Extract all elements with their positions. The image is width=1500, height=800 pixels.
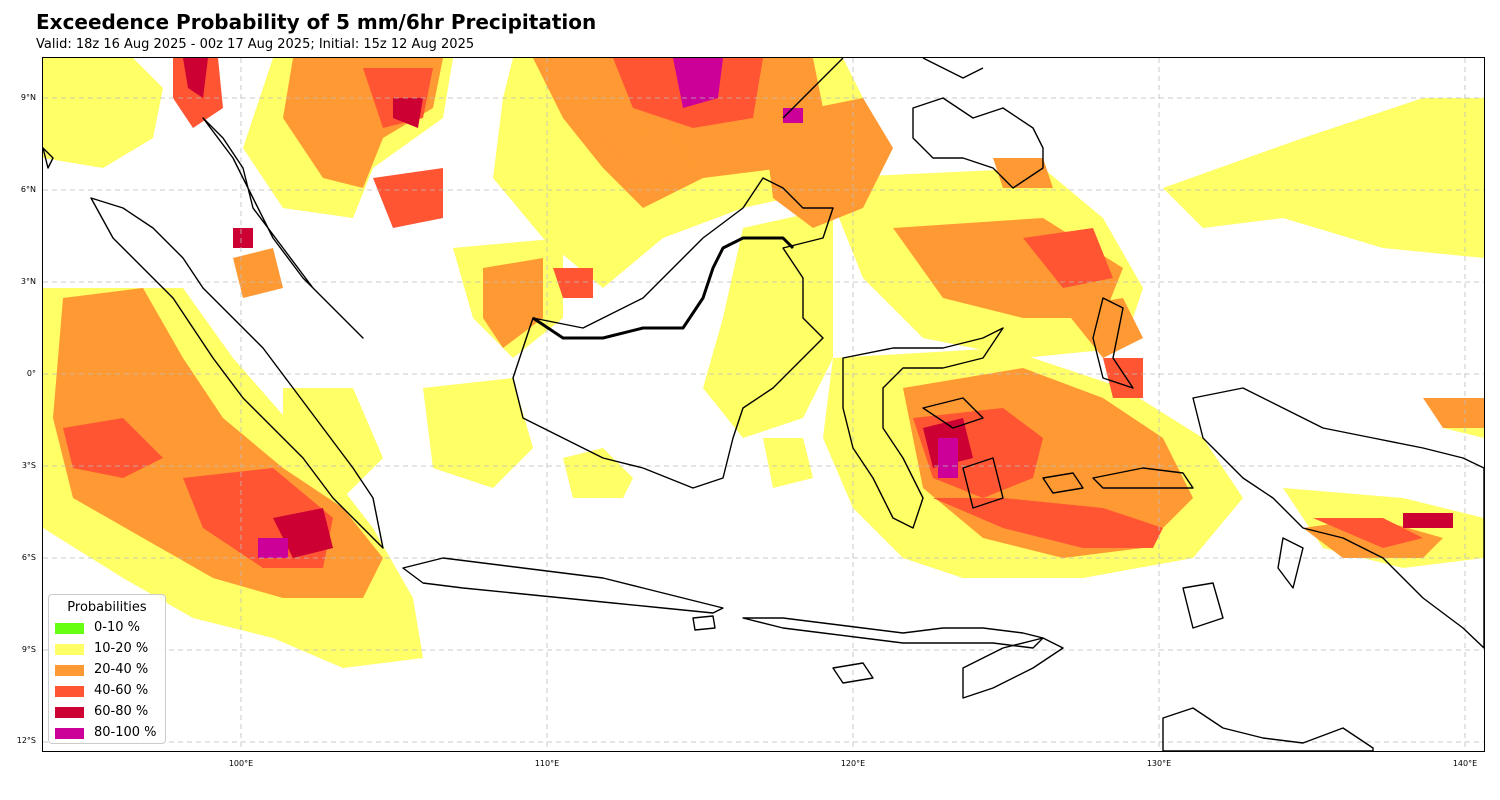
legend-swatch — [55, 707, 84, 718]
legend-swatch — [55, 686, 84, 697]
prob-20-40-regions — [53, 58, 1484, 598]
borneo-border — [532, 236, 795, 340]
lat-tick-label: 3°S — [21, 461, 36, 470]
lat-tick-label: 3°N — [20, 277, 36, 286]
lat-tick-label: 9°N — [20, 93, 36, 102]
philippines-coast — [912, 97, 1044, 189]
lesser-sunda-coast — [742, 617, 1044, 649]
legend-swatch — [55, 623, 84, 634]
lon-tick-label: 120°E — [840, 759, 866, 768]
malay-peninsula-coast — [202, 117, 364, 339]
legend-label: 40-60 % — [94, 683, 149, 698]
timor-coast — [962, 637, 1064, 699]
lon-tick-label: 130°E — [1146, 759, 1172, 768]
lat-tick-label: 12°S — [16, 736, 36, 745]
legend-swatch — [55, 644, 84, 655]
chart-subtitle: Valid: 18z 16 Aug 2025 - 00z 17 Aug 2025… — [36, 37, 475, 52]
map-panel[interactable] — [42, 57, 1485, 752]
prob-80-100-regions — [258, 58, 958, 558]
legend-label: 10-20 % — [94, 641, 149, 656]
legend-label: 60-80 % — [94, 704, 149, 719]
map-canvas — [43, 58, 1484, 751]
legend: Probabilities 0-10 % 10-20 % 20-40 % 40-… — [48, 594, 166, 744]
legend-label: 0-10 % — [94, 620, 140, 635]
seram-coast — [1092, 467, 1194, 489]
lon-tick-label: 100°E — [228, 759, 254, 768]
lat-tick-label: 6°N — [20, 185, 36, 194]
legend-label: 20-40 % — [94, 662, 149, 677]
lat-tick-label: 0° — [26, 369, 36, 378]
legend-swatch — [55, 665, 84, 676]
lat-tick-label: 6°S — [21, 553, 36, 562]
chart-title: Exceedence Probability of 5 mm/6hr Preci… — [36, 10, 597, 34]
borneo-coast — [512, 177, 834, 489]
lon-tick-label: 110°E — [534, 759, 560, 768]
new-guinea-coast — [1192, 387, 1484, 649]
gridlines — [43, 58, 1484, 751]
lon-tick-label: 140°E — [1452, 759, 1478, 768]
java-coast — [402, 557, 724, 614]
lat-tick-label: 9°S — [21, 645, 36, 654]
legend-title: Probabilities — [67, 600, 147, 615]
halmahera-coast — [1092, 297, 1134, 389]
probability-fields — [43, 58, 1484, 668]
legend-swatch — [55, 728, 84, 739]
australia-coast — [1162, 707, 1374, 751]
legend-label: 80-100 % — [94, 725, 157, 740]
sulawesi-coast — [842, 327, 1004, 529]
coastlines — [43, 58, 1484, 751]
sumatra-coast — [90, 197, 384, 549]
